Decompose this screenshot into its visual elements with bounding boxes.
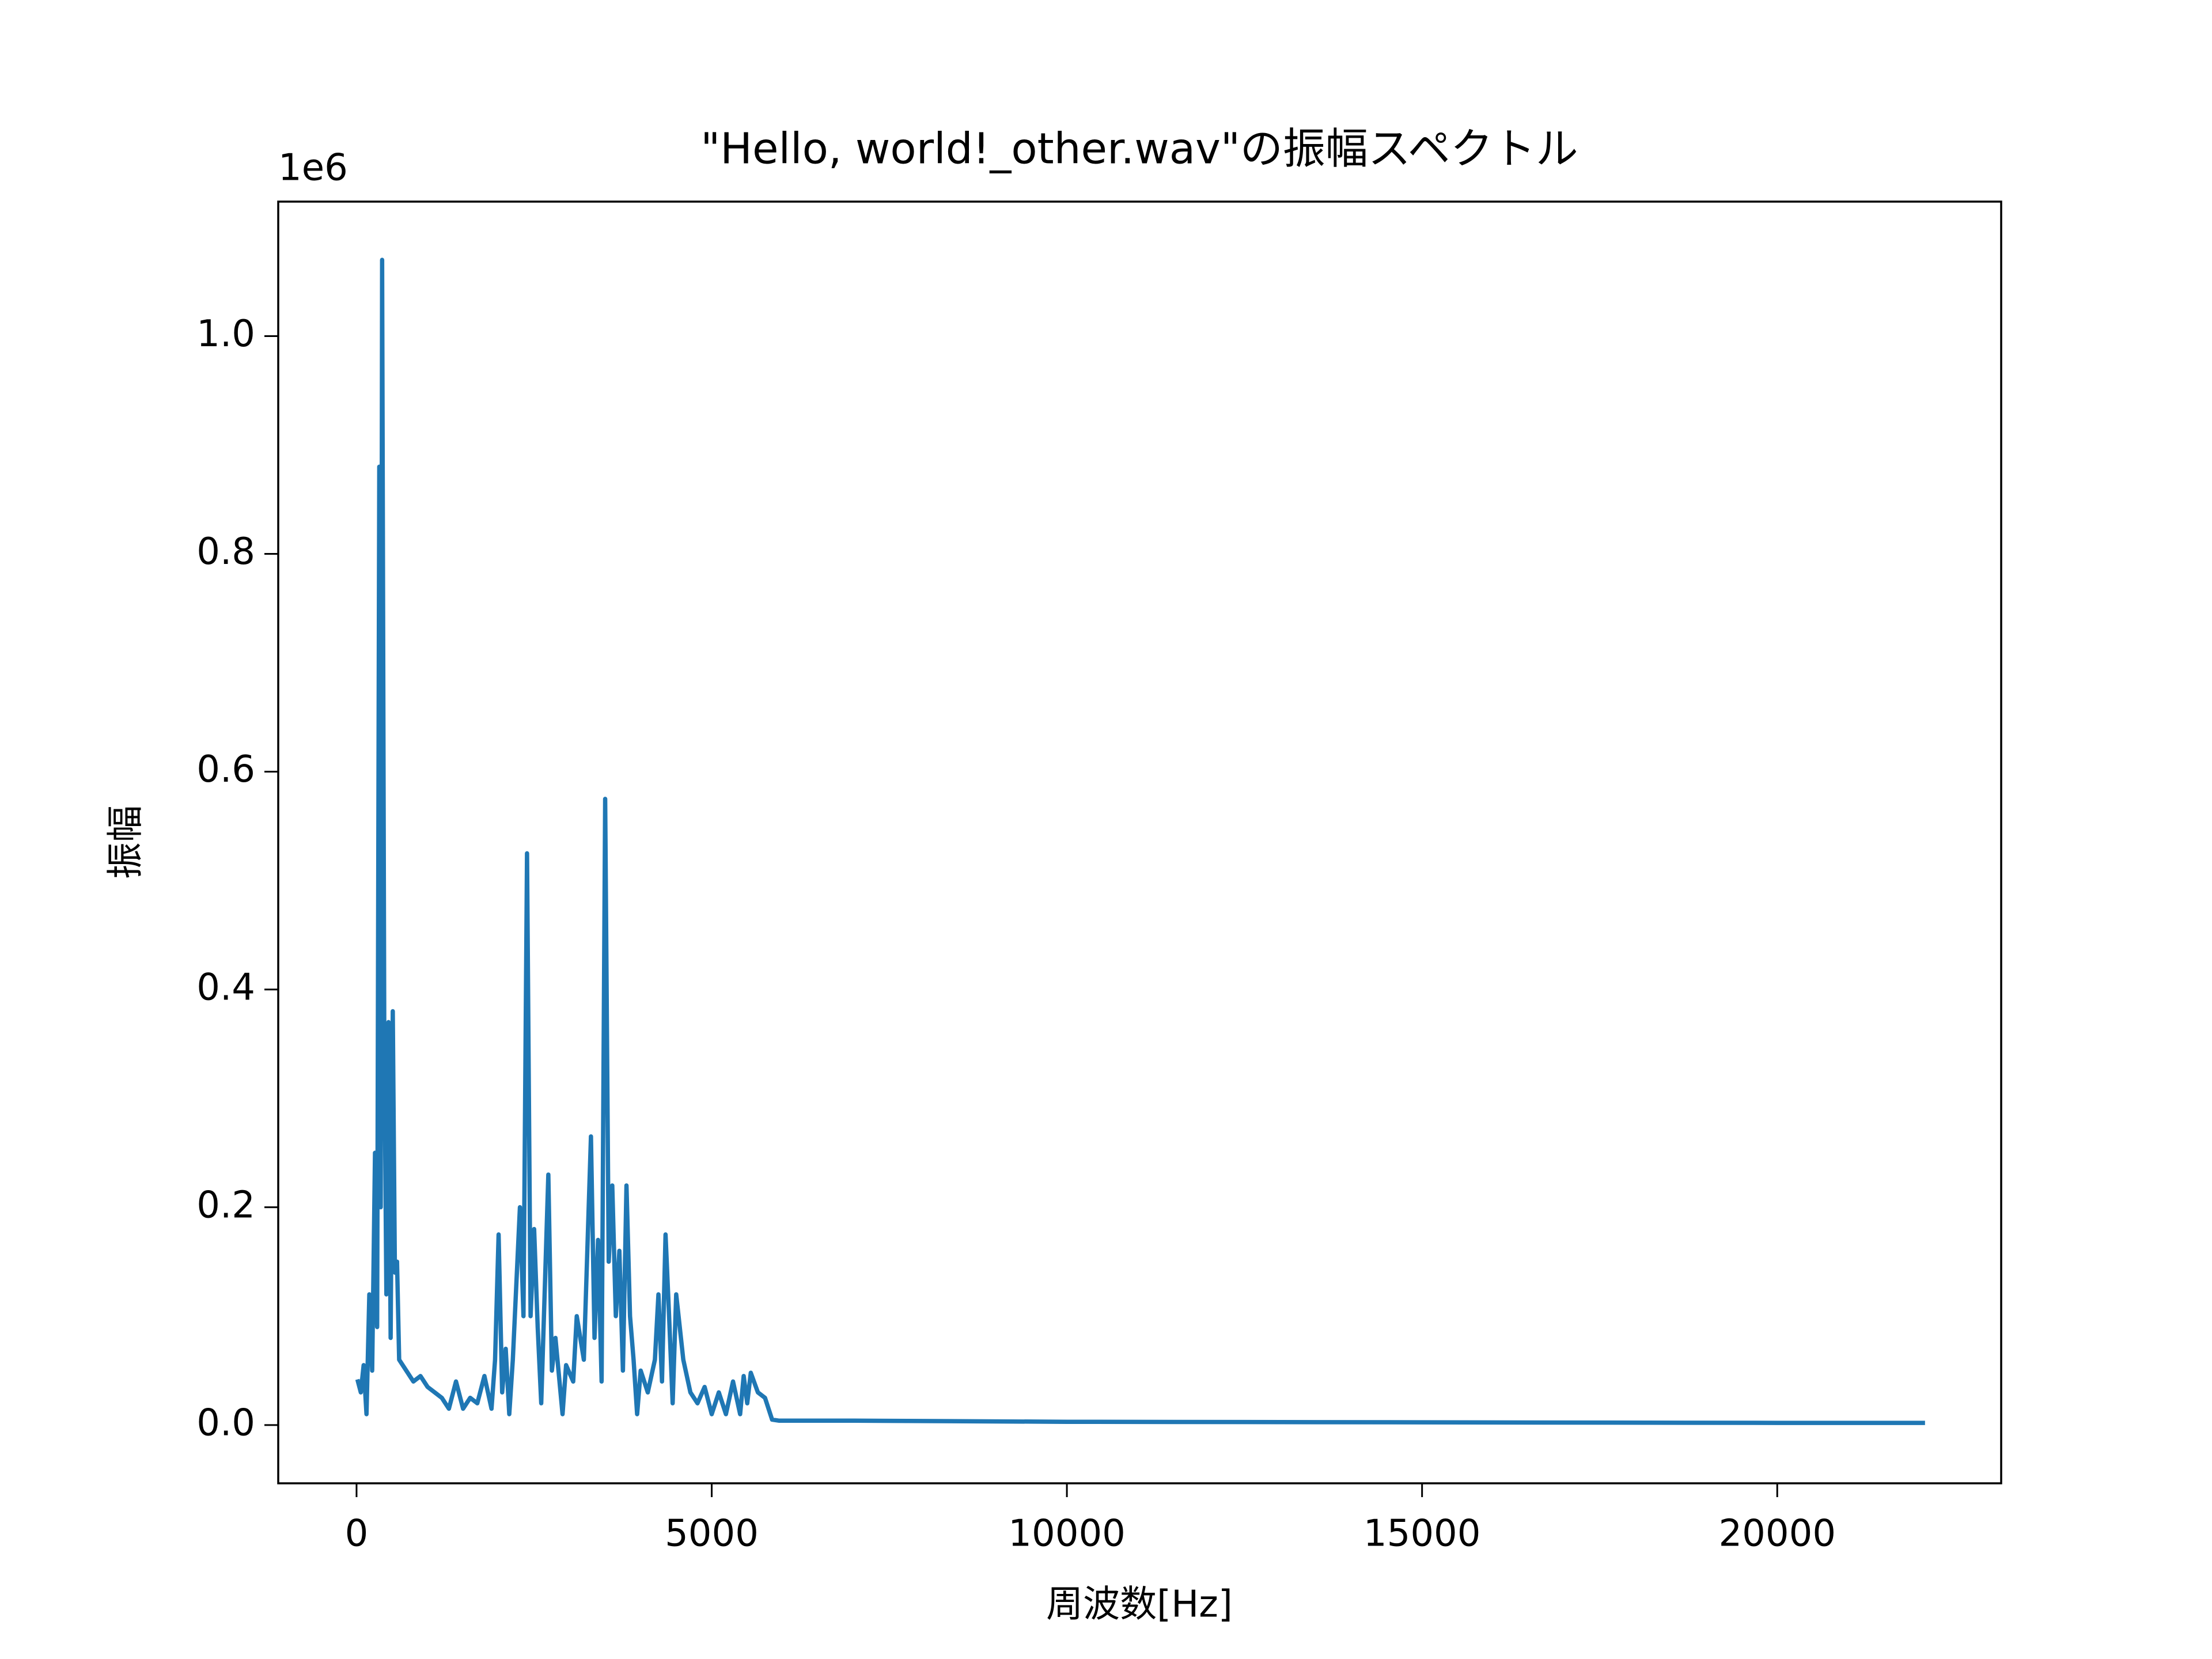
y-tick-label: 0.2	[196, 1184, 255, 1226]
plot-frame	[277, 200, 2002, 1484]
y-tick-label: 0.0	[196, 1402, 255, 1444]
x-axis-label: 周波数[Hz]	[1046, 1584, 1233, 1626]
y-tick-label: 0.4	[196, 966, 255, 1009]
y-tick-label: 0.6	[196, 748, 255, 791]
y-tick-label: 0.8	[196, 531, 255, 573]
x-tick-label: 10000	[1008, 1513, 1126, 1555]
y-offset-label: 1e6	[278, 147, 348, 190]
spectrum-line	[355, 257, 1925, 1425]
y-tick-label: 1.0	[196, 313, 255, 355]
x-tick-label: 15000	[1363, 1513, 1481, 1555]
x-tick-label: 0	[345, 1513, 369, 1555]
x-tick-label: 5000	[665, 1513, 759, 1555]
chart-title: "Hello, world!_other.wav"の振幅スペクトル	[700, 124, 1578, 174]
x-tick-label: 20000	[1718, 1513, 1836, 1555]
y-axis-label: 振幅	[105, 805, 147, 879]
